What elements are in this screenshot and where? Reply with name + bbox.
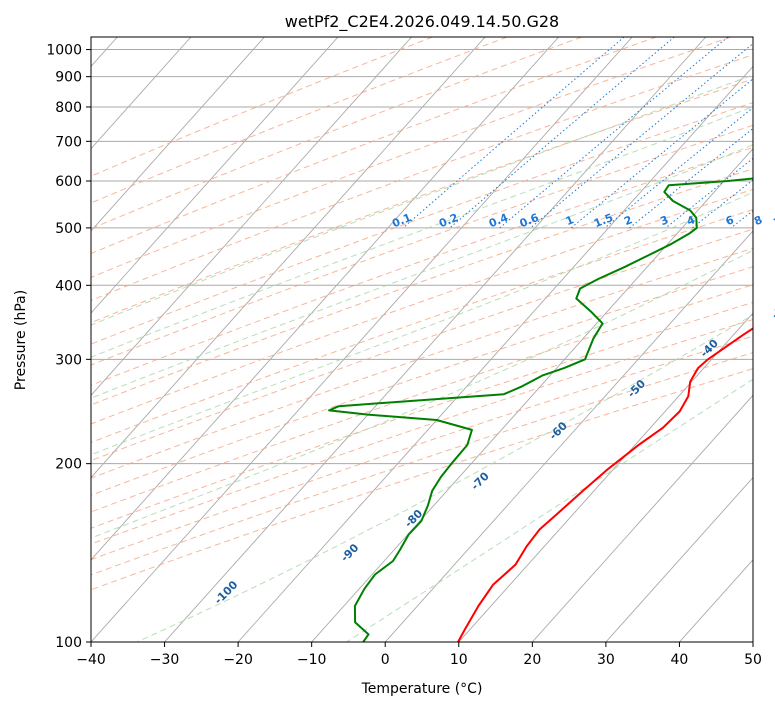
isotherm-line — [238, 37, 775, 642]
dry-adiabat-line — [0, 37, 775, 642]
isotherms — [0, 37, 775, 642]
mixing-ratio-line — [605, 37, 775, 228]
mixing-ratio-line — [692, 37, 775, 228]
y-tick-label: 500 — [55, 221, 82, 237]
moist-adiabats — [0, 37, 775, 642]
mixing-ratio-label: 2 — [622, 213, 634, 228]
x-tick-label: −10 — [297, 652, 327, 668]
dry-adiabat-line — [0, 37, 775, 642]
x-tick-label: −30 — [150, 652, 180, 668]
dry-adiabat-line — [0, 37, 433, 642]
moist-adiabat-line — [137, 37, 775, 642]
dry-adiabats — [0, 37, 775, 642]
mixing-ratio-lines — [403, 37, 775, 228]
isotherm-line — [0, 37, 338, 642]
dry-adiabat-line — [0, 37, 775, 642]
y-tick-label: 700 — [55, 134, 82, 150]
dry-adiabat-line — [0, 37, 775, 642]
dry-adiabat-line — [0, 37, 582, 642]
dry-adiabat-line — [0, 37, 775, 642]
y-tick-label: 800 — [55, 100, 82, 116]
isotherm-line — [679, 37, 775, 642]
x-tick-label: 30 — [597, 652, 615, 668]
y-tick-label: 600 — [55, 174, 82, 190]
dry-adiabat-line — [0, 37, 775, 642]
isotherm-line — [532, 37, 775, 642]
isotherm-line — [312, 37, 775, 642]
y-tick-label: 200 — [55, 457, 82, 473]
isotherm-line — [17, 37, 558, 642]
x-tick-label: −20 — [223, 652, 253, 668]
mixing-ratio-line — [760, 37, 775, 228]
y-tick-label: 400 — [55, 278, 82, 294]
y-axis-label: Pressure (hPa) — [13, 290, 29, 390]
mixing-ratio-label: 6 — [724, 213, 736, 228]
dry-adiabat-line — [0, 37, 775, 642]
x-axis-label: Temperature (°C) — [361, 681, 483, 697]
pressure-gridlines — [91, 50, 753, 642]
chart-title: wetPf2_C2E4.2026.049.14.50.G28 — [285, 12, 559, 32]
x-axis: −40 −30 −20 −10 0 10 20 30 40 50 — [76, 642, 762, 668]
y-tick-label: 1000 — [46, 43, 82, 59]
mixing-ratio-label: 3 — [658, 213, 670, 228]
mixing-ratio-line — [571, 37, 775, 228]
isotherm-line — [165, 37, 706, 642]
x-tick-label: 10 — [450, 652, 468, 668]
dry-adiabat-line — [0, 37, 775, 642]
mixing-ratio-label: 10 — [771, 212, 775, 230]
mixing-ratio-line — [666, 37, 775, 228]
moist-adiabat-line — [0, 37, 775, 642]
dry-adiabat-line — [0, 37, 775, 642]
isotherm-line — [385, 37, 775, 642]
y-axis: 1000 900 800 700 600 500 400 300 200 100 — [46, 43, 91, 651]
plot-frame — [91, 37, 753, 642]
mixing-ratio-line — [450, 37, 674, 228]
dry-adiabat-line — [0, 37, 775, 642]
isotherm-line — [753, 37, 775, 642]
x-tick-label: 40 — [671, 652, 689, 668]
mixing-ratio-line — [531, 37, 762, 228]
dry-adiabat-line — [0, 37, 507, 642]
dry-adiabat-line — [0, 37, 775, 642]
dry-adiabat-line — [0, 37, 775, 642]
dry-adiabat-line — [0, 37, 775, 642]
moist-adiabat-line — [0, 37, 775, 642]
moist-adiabat-line — [0, 37, 775, 642]
dry-adiabat-line — [0, 37, 775, 642]
dry-adiabat-line — [0, 37, 775, 642]
moist-adiabat-label: -70 — [469, 469, 492, 492]
x-tick-label: 0 — [381, 652, 390, 668]
moist-adiabat-label: -40 — [698, 337, 721, 360]
y-tick-label: 300 — [55, 352, 82, 368]
moist-adiabat-label: -50 — [625, 377, 648, 400]
line-labels: 0.10.20.40.611.52346810131620253036-100-… — [212, 70, 775, 607]
x-tick-label: 20 — [523, 652, 541, 668]
isotherm-line — [0, 37, 264, 642]
y-tick-label: 100 — [55, 635, 82, 651]
x-tick-label: −40 — [76, 652, 106, 668]
series — [329, 87, 775, 642]
isotherm-line — [606, 37, 775, 642]
dry-adiabat-line — [0, 37, 775, 642]
dry-adiabat-line — [0, 37, 775, 642]
mixing-ratio-label: 8 — [752, 213, 764, 228]
mixing-ratio-line — [403, 37, 624, 228]
moist-adiabat-line — [0, 37, 775, 642]
moist-adiabat-label: -90 — [338, 541, 361, 564]
moist-adiabat-label: -100 — [212, 578, 241, 607]
temperature-line — [458, 87, 775, 642]
moist-adiabat-line — [0, 37, 775, 642]
moist-adiabat-label: -30 — [769, 298, 775, 321]
isotherm-line — [91, 37, 632, 642]
x-tick-label: 50 — [744, 652, 762, 668]
y-tick-label: 900 — [55, 70, 82, 86]
